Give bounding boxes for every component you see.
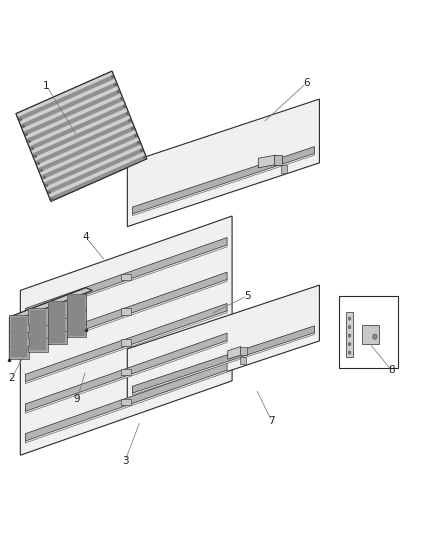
Polygon shape <box>25 363 227 441</box>
Polygon shape <box>9 329 28 346</box>
Ellipse shape <box>348 317 351 320</box>
Polygon shape <box>121 369 131 375</box>
Polygon shape <box>17 75 115 121</box>
Bar <box>339 296 398 368</box>
Text: 3: 3 <box>122 456 128 465</box>
Polygon shape <box>48 301 67 318</box>
Polygon shape <box>28 321 48 338</box>
Polygon shape <box>25 93 122 139</box>
Polygon shape <box>36 122 134 168</box>
Polygon shape <box>30 323 46 337</box>
Polygon shape <box>31 108 128 154</box>
Polygon shape <box>68 322 85 336</box>
Polygon shape <box>48 151 145 197</box>
Text: 6: 6 <box>303 78 310 88</box>
Polygon shape <box>25 238 227 316</box>
Polygon shape <box>30 310 46 324</box>
Polygon shape <box>127 99 319 227</box>
Polygon shape <box>28 100 125 146</box>
Polygon shape <box>25 333 227 411</box>
Polygon shape <box>132 147 314 214</box>
Polygon shape <box>28 308 48 325</box>
Text: 8: 8 <box>388 365 395 375</box>
Polygon shape <box>127 285 319 405</box>
Polygon shape <box>38 126 135 172</box>
Polygon shape <box>228 346 241 359</box>
Polygon shape <box>22 86 119 132</box>
Polygon shape <box>25 370 227 443</box>
Text: 2: 2 <box>8 373 15 383</box>
Polygon shape <box>67 320 86 337</box>
Text: 5: 5 <box>244 290 251 301</box>
Polygon shape <box>121 340 131 346</box>
Polygon shape <box>49 302 65 316</box>
Polygon shape <box>45 144 142 190</box>
Polygon shape <box>274 155 283 165</box>
Polygon shape <box>35 118 132 165</box>
Polygon shape <box>240 357 246 364</box>
Polygon shape <box>11 317 27 331</box>
Polygon shape <box>132 326 314 393</box>
Polygon shape <box>16 71 147 201</box>
Polygon shape <box>41 133 138 180</box>
Polygon shape <box>25 245 227 318</box>
Polygon shape <box>20 216 232 455</box>
Text: 4: 4 <box>82 232 89 243</box>
Polygon shape <box>43 140 141 187</box>
Ellipse shape <box>348 343 351 346</box>
Polygon shape <box>68 295 85 309</box>
Polygon shape <box>9 316 28 333</box>
Polygon shape <box>33 115 131 161</box>
Polygon shape <box>46 148 144 194</box>
Polygon shape <box>39 130 137 175</box>
Polygon shape <box>25 311 227 384</box>
Polygon shape <box>48 327 67 344</box>
Polygon shape <box>49 316 65 329</box>
Bar <box>346 312 353 357</box>
Text: 7: 7 <box>268 416 275 426</box>
Polygon shape <box>23 89 121 135</box>
Polygon shape <box>11 344 27 358</box>
Polygon shape <box>67 294 86 311</box>
Text: 1: 1 <box>43 81 50 91</box>
Polygon shape <box>42 137 140 183</box>
Polygon shape <box>121 399 131 405</box>
Polygon shape <box>121 273 131 280</box>
Polygon shape <box>25 303 227 382</box>
Polygon shape <box>16 71 113 117</box>
Polygon shape <box>30 336 46 350</box>
Polygon shape <box>240 346 247 355</box>
Ellipse shape <box>348 351 351 354</box>
Text: 9: 9 <box>74 394 81 405</box>
Polygon shape <box>281 165 287 173</box>
Polygon shape <box>25 280 227 352</box>
Polygon shape <box>121 308 131 314</box>
Ellipse shape <box>373 334 377 340</box>
Ellipse shape <box>348 326 351 329</box>
Polygon shape <box>25 341 227 413</box>
Polygon shape <box>11 330 27 344</box>
Polygon shape <box>29 103 127 150</box>
Polygon shape <box>67 307 86 324</box>
Polygon shape <box>32 111 130 158</box>
Polygon shape <box>49 155 147 201</box>
Polygon shape <box>132 154 314 216</box>
Polygon shape <box>258 155 276 168</box>
Polygon shape <box>10 288 92 320</box>
Polygon shape <box>26 96 124 143</box>
Polygon shape <box>25 272 227 351</box>
Polygon shape <box>9 342 28 359</box>
Bar <box>362 325 379 344</box>
Polygon shape <box>20 82 118 128</box>
Polygon shape <box>68 309 85 322</box>
Polygon shape <box>132 333 314 395</box>
Polygon shape <box>49 329 65 343</box>
Polygon shape <box>48 314 67 331</box>
Ellipse shape <box>348 334 351 337</box>
Polygon shape <box>10 288 86 360</box>
Polygon shape <box>19 78 116 124</box>
Polygon shape <box>28 335 48 352</box>
